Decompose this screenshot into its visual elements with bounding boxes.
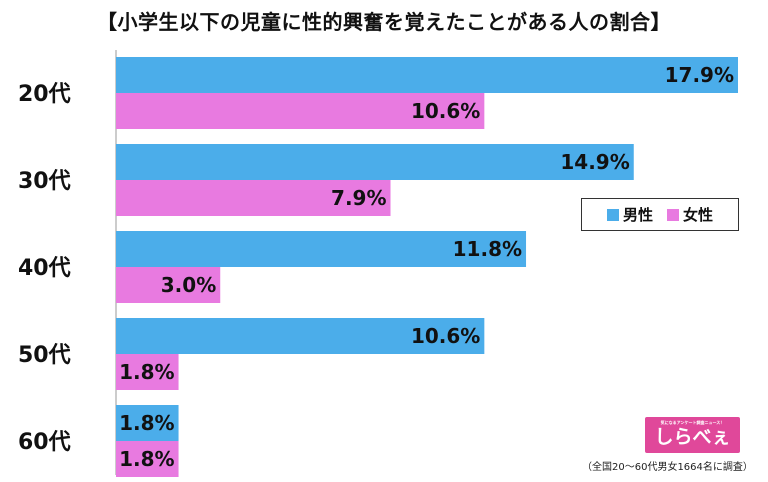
bar-male [116,318,485,354]
bar-male [116,405,179,441]
source-note: （全国20～60代男女1664名に調査） [582,462,753,473]
bar-female [116,441,179,477]
value-label-male: 1.8% [119,411,174,435]
value-label-female: 3.0% [161,273,216,297]
category-label: 20代 [18,82,71,107]
bar-female [116,180,391,216]
legend-item-male: 男性 [606,204,653,225]
legend-label-male: 男性 [622,206,653,224]
value-label-male: 11.8% [453,237,522,261]
value-label-female: 1.8% [119,360,174,384]
bar-male [116,144,634,180]
legend-swatch-male [606,208,619,221]
value-label-female: 10.6% [411,99,480,123]
logo-tagline: 気になるアンケート調査ニュース！ [660,420,725,425]
bar-male [116,57,738,93]
category-label: 30代 [18,169,71,194]
legend-swatch-female [667,208,679,221]
category-label: 40代 [18,256,71,281]
category-label: 60代 [18,430,71,455]
value-label-male: 17.9% [665,63,734,87]
legend: 男性 女性 [581,198,739,231]
category-label: 50代 [18,343,71,368]
value-label-female: 1.8% [119,447,174,471]
value-label-male: 14.9% [560,150,629,174]
chart-title: 【小学生以下の児童に性的興奮を覚えたことがある人の割合】 [97,10,671,34]
bar-female [116,267,221,303]
bar-male [116,231,527,267]
bar-female [116,354,179,390]
legend-item-female: 女性 [667,204,713,225]
legend-label-female: 女性 [683,206,714,224]
logo-name: しらべぇ [654,426,731,448]
value-label-female: 7.9% [331,186,386,210]
bar-female [116,93,485,129]
value-label-male: 10.6% [411,324,480,348]
shirabee-logo: 気になるアンケート調査ニュース！ しらべぇ [645,417,740,453]
